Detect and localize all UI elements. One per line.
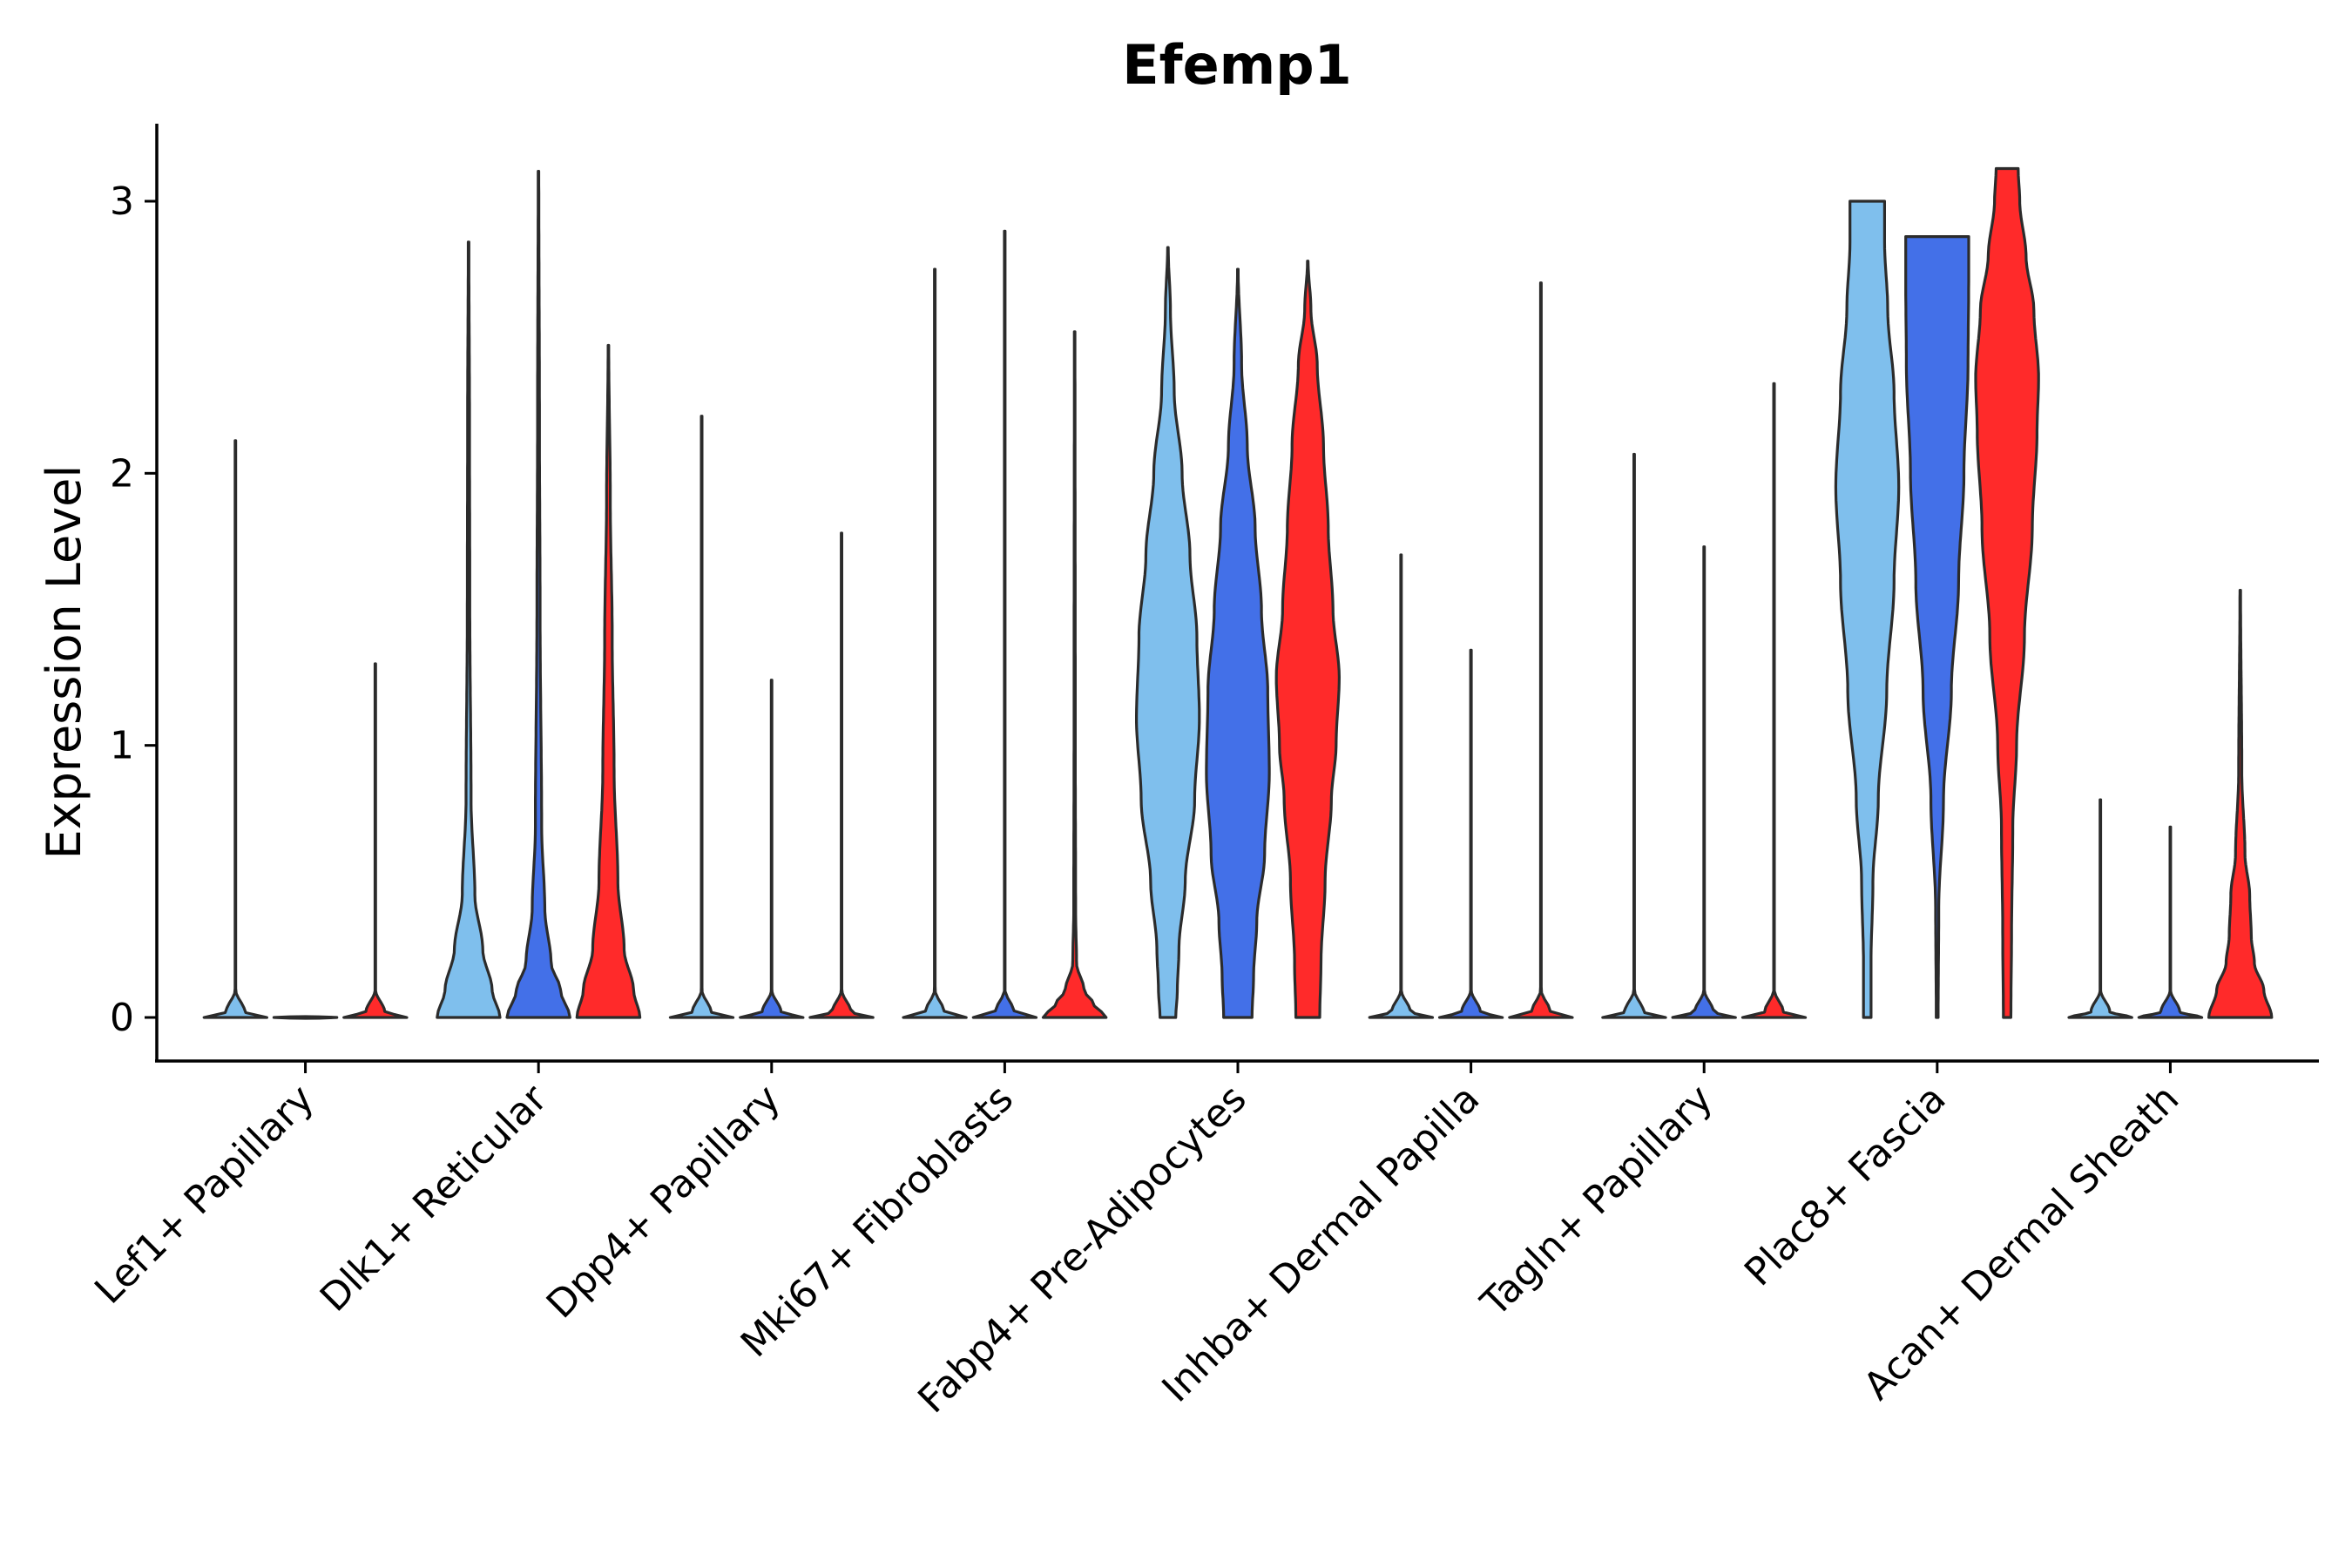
y-tick-label: 3 bbox=[110, 179, 134, 224]
violin-shape bbox=[2137, 825, 2204, 1019]
violin-shape bbox=[505, 170, 571, 1019]
x-tick-label: Dpp4+ Papillary bbox=[538, 1077, 789, 1328]
violin-shape bbox=[1205, 267, 1271, 1019]
violin-shape bbox=[1368, 553, 1435, 1019]
violin-shape bbox=[808, 531, 875, 1019]
chart-title: Efemp1 bbox=[1122, 33, 1352, 97]
x-tick-label: Lef1+ Papillary bbox=[86, 1077, 322, 1313]
violin-shape bbox=[902, 267, 968, 1019]
violin-shape bbox=[1671, 545, 1737, 1019]
violin-shape bbox=[1740, 382, 1808, 1019]
y-axis-label: Expression Level bbox=[37, 465, 91, 860]
violin-shape bbox=[668, 415, 735, 1019]
x-tick-label: Dlk1+ Reticular bbox=[312, 1076, 557, 1321]
x-tick-label: Tagln+ Papillary bbox=[1472, 1077, 1721, 1326]
violin-shape bbox=[272, 1015, 339, 1020]
y-axis-ticks: 0 1 2 3 bbox=[110, 179, 157, 1040]
y-tick-label: 1 bbox=[110, 724, 134, 768]
violin-shape bbox=[575, 343, 642, 1019]
y-tick-label: 0 bbox=[110, 996, 134, 1040]
violin-shape bbox=[971, 229, 1038, 1019]
violin-shape bbox=[1974, 166, 2040, 1019]
violin-shape bbox=[1274, 260, 1341, 1019]
violin-shape bbox=[202, 439, 268, 1019]
y-tick-label: 2 bbox=[110, 451, 134, 496]
violin-shape bbox=[1904, 235, 1970, 1019]
x-tick-label: Plac8+ Fascia bbox=[1736, 1077, 1955, 1295]
violin-shape bbox=[2207, 589, 2274, 1019]
violin-shape bbox=[1508, 281, 1574, 1019]
violin-shape bbox=[1601, 452, 1667, 1019]
violin-shape bbox=[1135, 246, 1201, 1019]
violin-shape bbox=[2067, 798, 2133, 1019]
violin-shape bbox=[739, 679, 805, 1019]
violin-group bbox=[202, 166, 2274, 1020]
violin-shape bbox=[1437, 648, 1504, 1019]
violin-shape bbox=[1041, 330, 1108, 1019]
violin-shape bbox=[436, 240, 502, 1019]
violin-shape bbox=[1834, 199, 1901, 1019]
violin-shape bbox=[342, 662, 409, 1019]
